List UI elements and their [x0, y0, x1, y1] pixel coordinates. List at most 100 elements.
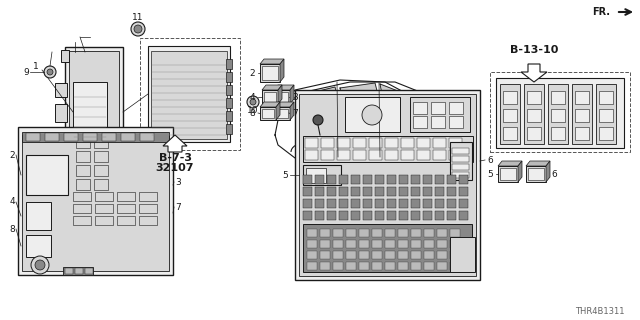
Circle shape — [247, 96, 259, 108]
Bar — [359, 262, 369, 270]
Bar — [359, 251, 369, 259]
Bar — [503, 91, 517, 104]
Bar — [450, 237, 475, 272]
Bar — [276, 92, 288, 102]
Bar — [76, 179, 90, 190]
Bar — [503, 127, 517, 140]
Bar — [449, 116, 463, 128]
Bar — [424, 262, 434, 270]
Bar — [327, 187, 336, 196]
Bar — [139, 204, 157, 213]
Text: B-13-10: B-13-10 — [510, 45, 558, 55]
Bar — [299, 94, 476, 276]
Bar — [363, 175, 372, 184]
Text: 10: 10 — [247, 106, 259, 115]
Bar — [61, 140, 69, 150]
Text: 4: 4 — [249, 92, 255, 101]
Polygon shape — [274, 85, 294, 90]
Bar — [551, 91, 565, 104]
Bar — [95, 216, 113, 225]
Bar — [320, 251, 330, 259]
Bar — [459, 211, 468, 220]
Bar — [226, 59, 232, 69]
Text: B-7-3: B-7-3 — [159, 153, 191, 163]
Bar — [449, 150, 462, 160]
Bar — [351, 187, 360, 196]
Text: THR4B1311: THR4B1311 — [575, 308, 625, 316]
Bar — [327, 175, 336, 184]
Text: 4: 4 — [9, 197, 15, 206]
Polygon shape — [260, 102, 280, 107]
Bar — [447, 199, 456, 208]
Bar — [385, 262, 395, 270]
Bar — [399, 175, 408, 184]
Bar — [399, 211, 408, 220]
Bar — [262, 66, 278, 80]
Bar — [73, 82, 107, 142]
Bar — [260, 64, 280, 82]
Text: 2: 2 — [9, 150, 15, 159]
Bar — [375, 211, 384, 220]
Bar — [75, 268, 83, 274]
Bar — [503, 109, 517, 122]
Bar — [94, 179, 108, 190]
Bar — [73, 192, 91, 201]
Bar — [260, 107, 276, 120]
Bar — [339, 175, 348, 184]
Polygon shape — [498, 161, 522, 166]
Bar — [351, 199, 360, 208]
Bar — [411, 251, 421, 259]
Polygon shape — [290, 102, 294, 120]
Bar — [387, 187, 396, 196]
Bar — [353, 150, 366, 160]
Bar — [76, 165, 90, 176]
Polygon shape — [518, 161, 522, 182]
Bar — [346, 240, 356, 248]
Bar — [450, 142, 472, 180]
Bar — [387, 175, 396, 184]
Bar — [431, 116, 445, 128]
Circle shape — [313, 115, 323, 125]
Bar — [423, 199, 432, 208]
Bar — [449, 138, 462, 148]
Bar — [437, 240, 447, 248]
Bar — [83, 133, 97, 141]
Bar — [363, 187, 372, 196]
Bar — [459, 175, 468, 184]
Bar — [500, 84, 520, 144]
Bar — [551, 127, 565, 140]
Bar — [459, 199, 468, 208]
Circle shape — [44, 66, 56, 78]
Bar — [306, 168, 326, 183]
Text: 32107: 32107 — [156, 163, 195, 173]
Bar — [359, 229, 369, 237]
Bar — [69, 51, 119, 148]
Polygon shape — [260, 59, 284, 64]
Bar — [375, 199, 384, 208]
Bar — [575, 127, 589, 140]
Bar — [274, 90, 290, 104]
Bar — [524, 84, 544, 144]
Bar — [449, 102, 463, 114]
Bar — [226, 111, 232, 121]
Bar — [413, 102, 427, 114]
Bar — [410, 97, 470, 132]
Bar — [452, 156, 469, 162]
Bar — [424, 229, 434, 237]
Bar — [139, 192, 157, 201]
Bar — [411, 199, 420, 208]
Bar — [320, 262, 330, 270]
Bar — [139, 216, 157, 225]
Polygon shape — [163, 135, 187, 152]
Bar — [351, 211, 360, 220]
Bar — [599, 91, 613, 104]
Bar — [435, 199, 444, 208]
Bar — [385, 138, 398, 148]
Bar — [363, 199, 372, 208]
Bar — [447, 175, 456, 184]
Bar — [433, 150, 446, 160]
Bar — [307, 229, 317, 237]
Bar — [321, 150, 334, 160]
Bar — [22, 135, 169, 271]
Bar — [274, 107, 290, 120]
